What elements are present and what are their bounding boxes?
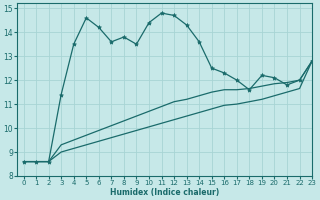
X-axis label: Humidex (Indice chaleur): Humidex (Indice chaleur) bbox=[110, 188, 219, 197]
